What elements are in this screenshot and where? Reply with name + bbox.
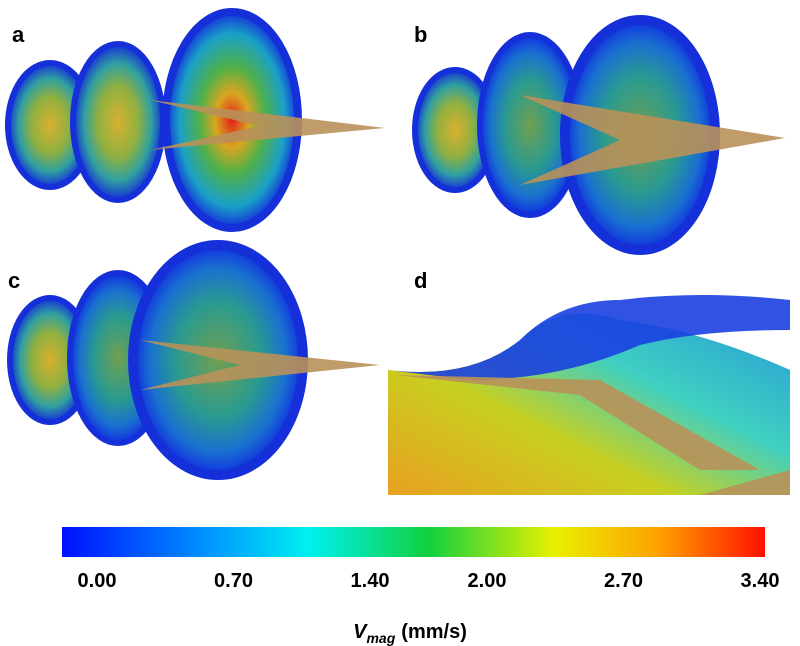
panel-a: a	[5, 8, 385, 232]
colorbar-tick-label: 1.40	[351, 570, 390, 592]
colorbar	[62, 527, 765, 557]
panel-c: c	[7, 240, 380, 480]
colorbar-tick-label: 0.70	[214, 570, 253, 592]
panel-label: d	[414, 268, 427, 293]
colorbar-tick-label: 3.40	[741, 570, 780, 592]
colorbar-tick-label: 0.00	[78, 570, 117, 592]
panel-label: c	[8, 268, 20, 293]
unit: (mm/s)	[401, 621, 467, 643]
colorbar-tick-label: 2.70	[604, 570, 643, 592]
panel-d: d	[388, 268, 790, 495]
panel-label: b	[414, 22, 427, 47]
panel-b: b	[412, 15, 785, 255]
symbol: V	[353, 621, 368, 643]
subscript: mag	[366, 630, 395, 646]
colorbar-tick-label: 2.00	[468, 570, 507, 592]
colorbar-label: Vmag (mm/s)	[353, 621, 467, 646]
panel-label: a	[12, 22, 25, 47]
